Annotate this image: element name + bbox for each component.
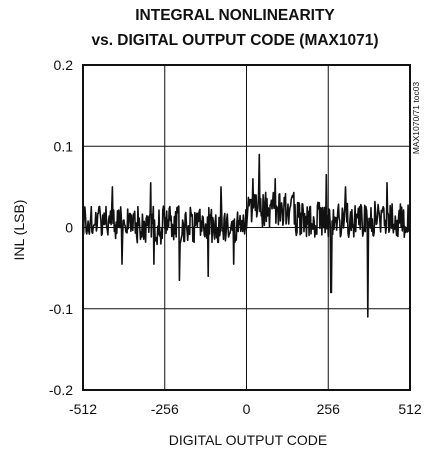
plot-frame	[82, 64, 411, 391]
x-tick-label: 512	[398, 401, 422, 417]
y-tick-labels: 0.2 0.1 0 -0.1 -0.2	[49, 57, 73, 398]
y-tick-label: -0.2	[49, 382, 73, 398]
y-tick-label: 0.2	[54, 57, 74, 73]
y-tick-label: -0.1	[49, 301, 73, 317]
y-tick-label: 0.1	[54, 138, 74, 154]
inl-series-line	[82, 153, 411, 318]
inl-trace	[82, 153, 411, 318]
toc-note: MAX1070/71 toc03	[411, 82, 421, 155]
y-axis-label: INL (LSB)	[11, 200, 27, 261]
x-tick-label: -512	[69, 401, 97, 417]
x-tick-labels: -512 -256 0 256 512	[69, 401, 422, 417]
x-tick-label: 0	[243, 401, 251, 417]
chart-title-line-1: INTEGRAL NONLINEARITY	[135, 7, 335, 24]
y-tick-label: 0	[65, 220, 73, 236]
chart-title-line-2: vs. DIGITAL OUTPUT CODE (MAX1071)	[91, 32, 378, 49]
x-axis-label: DIGITAL OUTPUT CODE	[169, 432, 327, 448]
x-tick-label: 256	[317, 401, 341, 417]
x-tick-label: -256	[151, 401, 179, 417]
